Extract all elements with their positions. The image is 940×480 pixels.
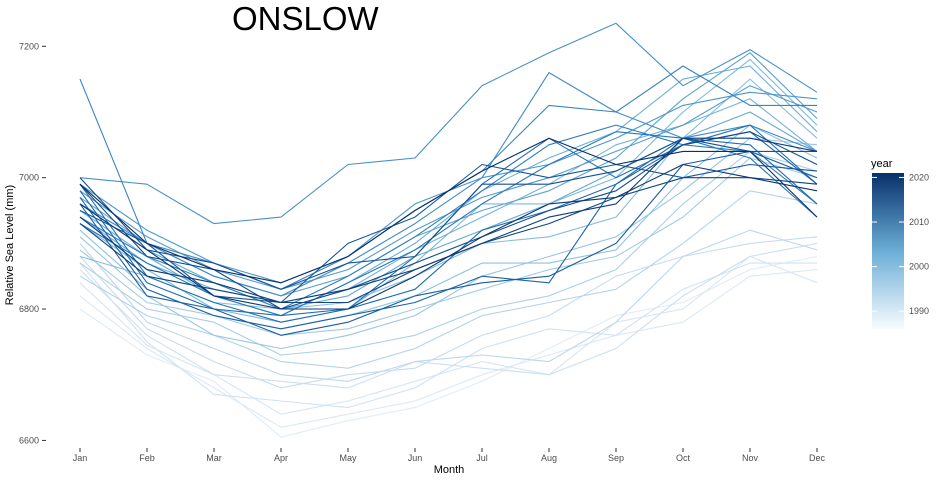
series-line-1993 xyxy=(79,190,818,369)
series-line-1986 xyxy=(79,255,818,438)
x-tick-label: Sep xyxy=(608,453,624,463)
x-tick-label: Apr xyxy=(274,453,288,463)
series-line-1989 xyxy=(79,262,817,409)
series-line-2002 xyxy=(79,111,818,310)
y-tick-label: 7200 xyxy=(19,41,39,51)
series-line-1990 xyxy=(79,242,818,389)
series-line-2009 xyxy=(79,124,818,310)
x-axis-title: Month xyxy=(434,464,465,476)
x-tick-label: Dec xyxy=(809,453,826,463)
series-line-2000 xyxy=(79,98,818,304)
legend-ticks: 1990 2000 2010 2020 xyxy=(872,172,929,316)
y-tick-label: 6600 xyxy=(19,435,39,445)
x-axis: Jan Feb Mar Apr May Jun Jul Aug Sep Oct Nov Dec xyxy=(73,448,826,463)
series-line-1988 xyxy=(79,255,818,415)
series-line-2007 xyxy=(79,72,818,297)
series-line-2006 xyxy=(79,22,818,225)
series-line-2017 xyxy=(79,131,818,310)
series-line-1996 xyxy=(79,137,818,350)
series-line-1995 xyxy=(79,157,818,336)
legend-tick-label: 1990 xyxy=(909,306,929,316)
series-line-2001 xyxy=(79,65,818,317)
x-tick-label: May xyxy=(339,453,357,463)
legend-colorbar xyxy=(872,173,904,329)
series-line-1998 xyxy=(79,78,818,310)
y-axis-title: Relative Sea Level (mm) xyxy=(4,185,16,305)
legend-tick-label: 2020 xyxy=(909,172,929,182)
series-line-2014 xyxy=(79,150,818,336)
series-line-1991 xyxy=(79,236,818,389)
x-tick-label: Jul xyxy=(476,453,488,463)
series-line-2012 xyxy=(79,137,818,317)
series-line-1994 xyxy=(79,150,818,356)
x-tick-label: Feb xyxy=(139,453,155,463)
series-line-2021 xyxy=(79,137,818,284)
series-line-2020 xyxy=(79,163,818,310)
legend-tick-label: 2010 xyxy=(909,217,929,227)
legend-title: year xyxy=(871,158,893,170)
y-axis: 6600 6800 7000 7200 xyxy=(19,41,46,445)
x-tick-label: Mar xyxy=(206,453,222,463)
y-tick-label: 6800 xyxy=(19,304,39,314)
y-tick-label: 7000 xyxy=(19,173,39,183)
x-tick-label: Aug xyxy=(541,453,557,463)
x-tick-label: Jan xyxy=(73,453,88,463)
chart-title: ONSLOW xyxy=(232,0,380,37)
x-tick-label: Jun xyxy=(408,453,423,463)
series-line-2016 xyxy=(79,137,817,290)
legend-tick-label: 2000 xyxy=(909,262,929,272)
series-line-1992 xyxy=(79,229,818,382)
legend: year 1990 2000 2010 2020 xyxy=(871,158,929,329)
series-line-1987 xyxy=(79,269,818,428)
x-tick-label: Oct xyxy=(676,453,691,463)
x-tick-label: Nov xyxy=(742,453,759,463)
series-line-2005 xyxy=(79,91,818,284)
series-lines xyxy=(79,22,818,438)
